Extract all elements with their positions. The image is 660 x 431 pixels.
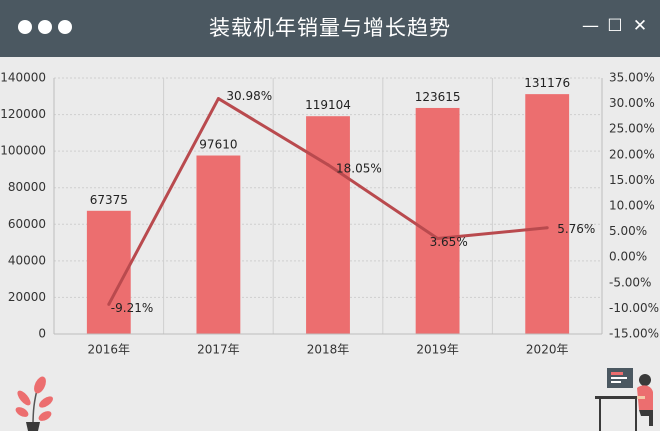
window-controls: — ☐ ✕: [582, 17, 648, 35]
x-tick-label: 2016年: [88, 343, 131, 357]
title-bar: 装载机年销量与增长趋势 — ☐ ✕: [0, 0, 660, 57]
plant-icon: [15, 376, 53, 431]
y-right-tick-label: -10.00%: [609, 301, 659, 315]
y-right-tick-label: 30.00%: [609, 96, 655, 110]
line-point: [436, 237, 440, 241]
close-icon[interactable]: ✕: [632, 16, 648, 36]
x-tick-label: 2020年: [526, 343, 569, 357]
bar: [415, 107, 460, 334]
combo-chart: 67375 97610 119104 123615 131176 -9.21% 30.98%…: [0, 71, 659, 357]
y-right-tick-label: 35.00%: [609, 71, 655, 85]
dot-icon: [18, 20, 32, 34]
line-label: 5.76%: [557, 222, 595, 236]
y-left-tick-label: 40000: [8, 253, 46, 267]
bar-label: 97610: [199, 138, 237, 152]
y-left-tick-label: 0: [38, 327, 46, 341]
axes: 0 20000 40000 60000 80000 100000 120000 140000 -…: [0, 71, 659, 357]
y-right-tick-label: 20.00%: [609, 147, 655, 161]
y-right-tick-label: 15.00%: [609, 173, 655, 187]
x-tick-label: 2019年: [416, 343, 459, 357]
bar-label: 67375: [90, 193, 128, 207]
line-point: [216, 97, 220, 101]
y-left-tick-label: 80000: [8, 180, 46, 194]
bar: [306, 116, 350, 334]
y-right-tick-label: 0.00%: [609, 250, 647, 264]
dot-icon: [58, 20, 72, 34]
x-tick-label: 2018年: [307, 343, 350, 357]
bar-label: 119104: [305, 98, 351, 112]
bar-label: 123615: [415, 90, 461, 104]
bar: [196, 155, 241, 334]
page-title: 装载机年销量与增长趋势: [209, 16, 451, 40]
y-left-tick-label: 120000: [0, 107, 46, 121]
data-labels: 67375 97610 119104 123615 131176 -9.21% 30.98%…: [90, 76, 596, 315]
line-point: [107, 302, 111, 306]
line-label: 30.98%: [226, 89, 272, 103]
line-label: -9.21%: [111, 301, 153, 315]
bar: [525, 94, 570, 334]
line-series: [107, 97, 549, 306]
y-left-tick-label: 60000: [8, 217, 46, 231]
y-right-tick-label: 25.00%: [609, 122, 655, 136]
line-label: 3.65%: [430, 235, 468, 249]
y-right-tick-label: -15.00%: [609, 327, 659, 341]
line-point: [545, 226, 549, 230]
window-dots: [18, 20, 72, 34]
minimize-icon[interactable]: —: [582, 16, 599, 36]
line-label: 18.05%: [336, 161, 382, 175]
y-left-tick-label: 20000: [8, 290, 46, 304]
y-right-tick-label: -5.00%: [609, 275, 651, 289]
bar-label: 131176: [524, 76, 570, 90]
y-left-tick-label: 100000: [0, 144, 46, 158]
dot-icon: [38, 20, 52, 34]
y-right-tick-label: 5.00%: [609, 224, 647, 238]
y-right-tick-label: 10.00%: [609, 199, 655, 213]
line-point: [326, 163, 330, 167]
person-at-desk-icon: [595, 368, 653, 431]
bar: [86, 210, 131, 334]
maximize-icon[interactable]: ☐: [607, 16, 623, 36]
y-left-tick-label: 140000: [0, 71, 46, 85]
x-tick-label: 2017年: [197, 343, 240, 357]
bar-series: [86, 94, 570, 334]
